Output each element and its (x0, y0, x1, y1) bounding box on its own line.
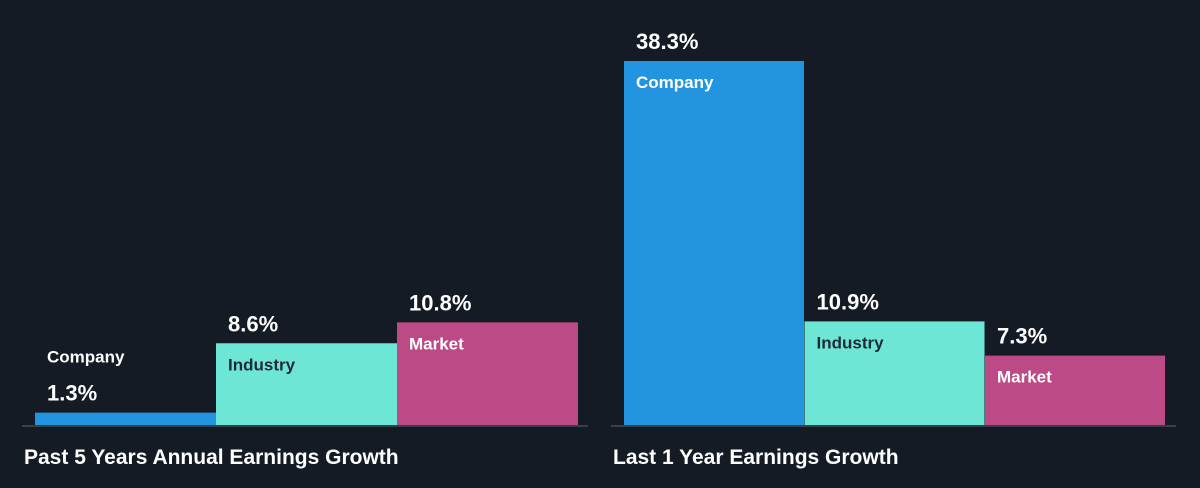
last-1-year-market-bar (985, 355, 1165, 425)
past-5-years-market-value-label: 10.8% (409, 290, 471, 315)
past-5-years-industry-bar (216, 343, 397, 425)
last-1-year-chart-title: Last 1 Year Earnings Growth (613, 446, 899, 469)
last-1-year-industry-category-label: Industry (817, 333, 885, 352)
last-1-year-company-bar (624, 61, 804, 425)
past-5-years-company-bar (35, 412, 216, 425)
last-1-year-panel: Company 38.3% Industry 10.9% Market 7.3% Last … (611, 29, 1176, 469)
last-1-year-market-value-label: 7.3% (997, 324, 1047, 349)
last-1-year-industry-bar (804, 321, 985, 425)
past-5-years-market-category-label: Market (409, 334, 464, 353)
last-1-year-company-category-label: Company (636, 73, 714, 92)
past-5-years-industry-value-label: 8.6% (228, 311, 278, 336)
last-1-year-industry-value-label: 10.9% (817, 289, 879, 314)
past-5-years-company-category-label: Company (47, 348, 125, 367)
past-5-years-market-bar (397, 322, 578, 425)
past-5-years-chart-title: Past 5 Years Annual Earnings Growth (24, 446, 399, 469)
last-1-year-company-value-label: 38.3% (636, 29, 698, 54)
last-1-year-market-category-label: Market (997, 368, 1052, 387)
past-5-years-panel: Company 1.3% Industry 8.6% Market 10.8% Past 5… (22, 290, 588, 469)
past-5-years-industry-category-label: Industry (228, 355, 296, 374)
past-5-years-company-value-label: 1.3% (47, 381, 97, 406)
